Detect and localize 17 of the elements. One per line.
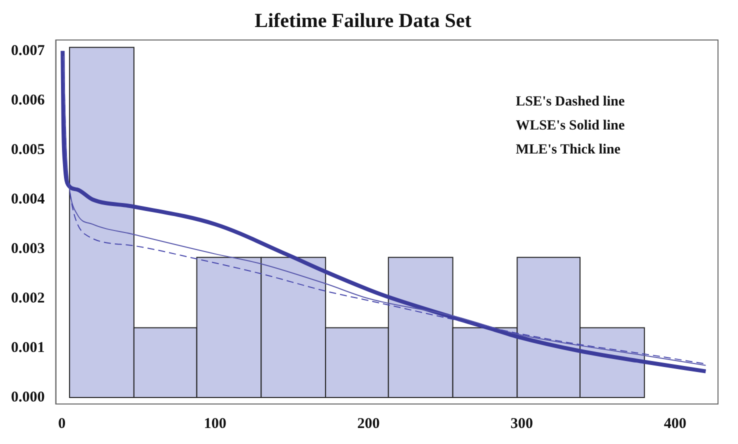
- y-tick-label: 0.002: [11, 290, 45, 306]
- x-tick-label: 400: [664, 416, 686, 432]
- x-tick-label: 0: [58, 416, 66, 432]
- y-tick-label: 0.003: [11, 240, 45, 257]
- y-tick-label: 0.006: [11, 92, 46, 108]
- y-tick-label: 0.004: [11, 191, 46, 208]
- annotation: MLE's Thick line: [516, 142, 621, 158]
- y-tick-label: 0.001: [11, 340, 45, 356]
- x-tick-label: 100: [204, 416, 226, 432]
- chart-title: Lifetime Failure Data Set: [254, 10, 472, 32]
- y-tick-label: 0.005: [11, 142, 45, 158]
- y-tick-label: 0.007: [11, 42, 46, 59]
- annotation: WLSE's Solid line: [516, 118, 625, 134]
- x-tick-label: 300: [510, 416, 534, 432]
- annotation: LSE's Dashed line: [516, 94, 625, 110]
- x-tick-label: 200: [357, 416, 380, 432]
- y-tick-label: 0.000: [11, 389, 45, 406]
